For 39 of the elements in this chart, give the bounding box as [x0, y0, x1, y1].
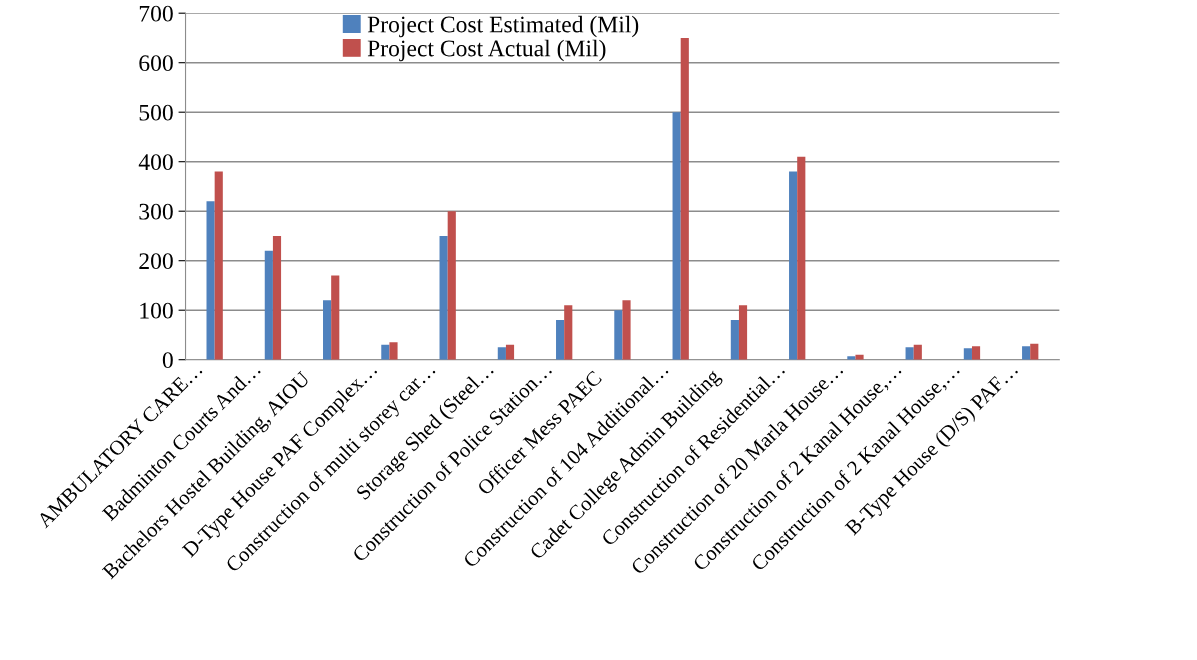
- bar: [272, 235, 282, 360]
- y-tick-label: 400: [138, 154, 173, 171]
- bar: [381, 344, 390, 360]
- bar: [439, 235, 448, 360]
- y-tick-label: 700: [139, 5, 173, 22]
- bar: [622, 300, 631, 360]
- bar: [614, 310, 623, 360]
- y-tick-label: 0: [162, 352, 173, 369]
- bar: [1030, 343, 1039, 360]
- bar: [389, 342, 398, 360]
- bar: [206, 201, 215, 360]
- bar: [680, 37, 689, 360]
- bar: [1022, 346, 1031, 360]
- legend-label: Project Cost Estimated (Mil): [367, 15, 639, 38]
- bar: [963, 348, 972, 360]
- bar: [214, 171, 223, 360]
- bar: [505, 344, 515, 360]
- bar: [971, 346, 981, 360]
- y-tick-label: 200: [139, 253, 173, 270]
- bar: [497, 347, 506, 360]
- bar: [797, 156, 806, 360]
- y-tick-label: 100: [140, 302, 173, 319]
- bar: [264, 250, 273, 360]
- bar: [447, 211, 456, 360]
- y-tick-label: 500: [139, 104, 173, 121]
- bar: [672, 112, 681, 360]
- bar: [738, 305, 748, 360]
- y-tick-label: 600: [139, 55, 173, 72]
- bar: [913, 344, 922, 360]
- bar: [905, 347, 914, 360]
- y-tick-label: 300: [139, 203, 173, 220]
- bar: [855, 354, 864, 360]
- bar: [556, 320, 565, 360]
- bar: [564, 305, 573, 360]
- legend-label: Project Cost Actual (Mil): [367, 39, 606, 62]
- bar: [789, 171, 798, 360]
- bar: [331, 275, 340, 360]
- bar: [323, 300, 332, 360]
- bar: [730, 320, 739, 360]
